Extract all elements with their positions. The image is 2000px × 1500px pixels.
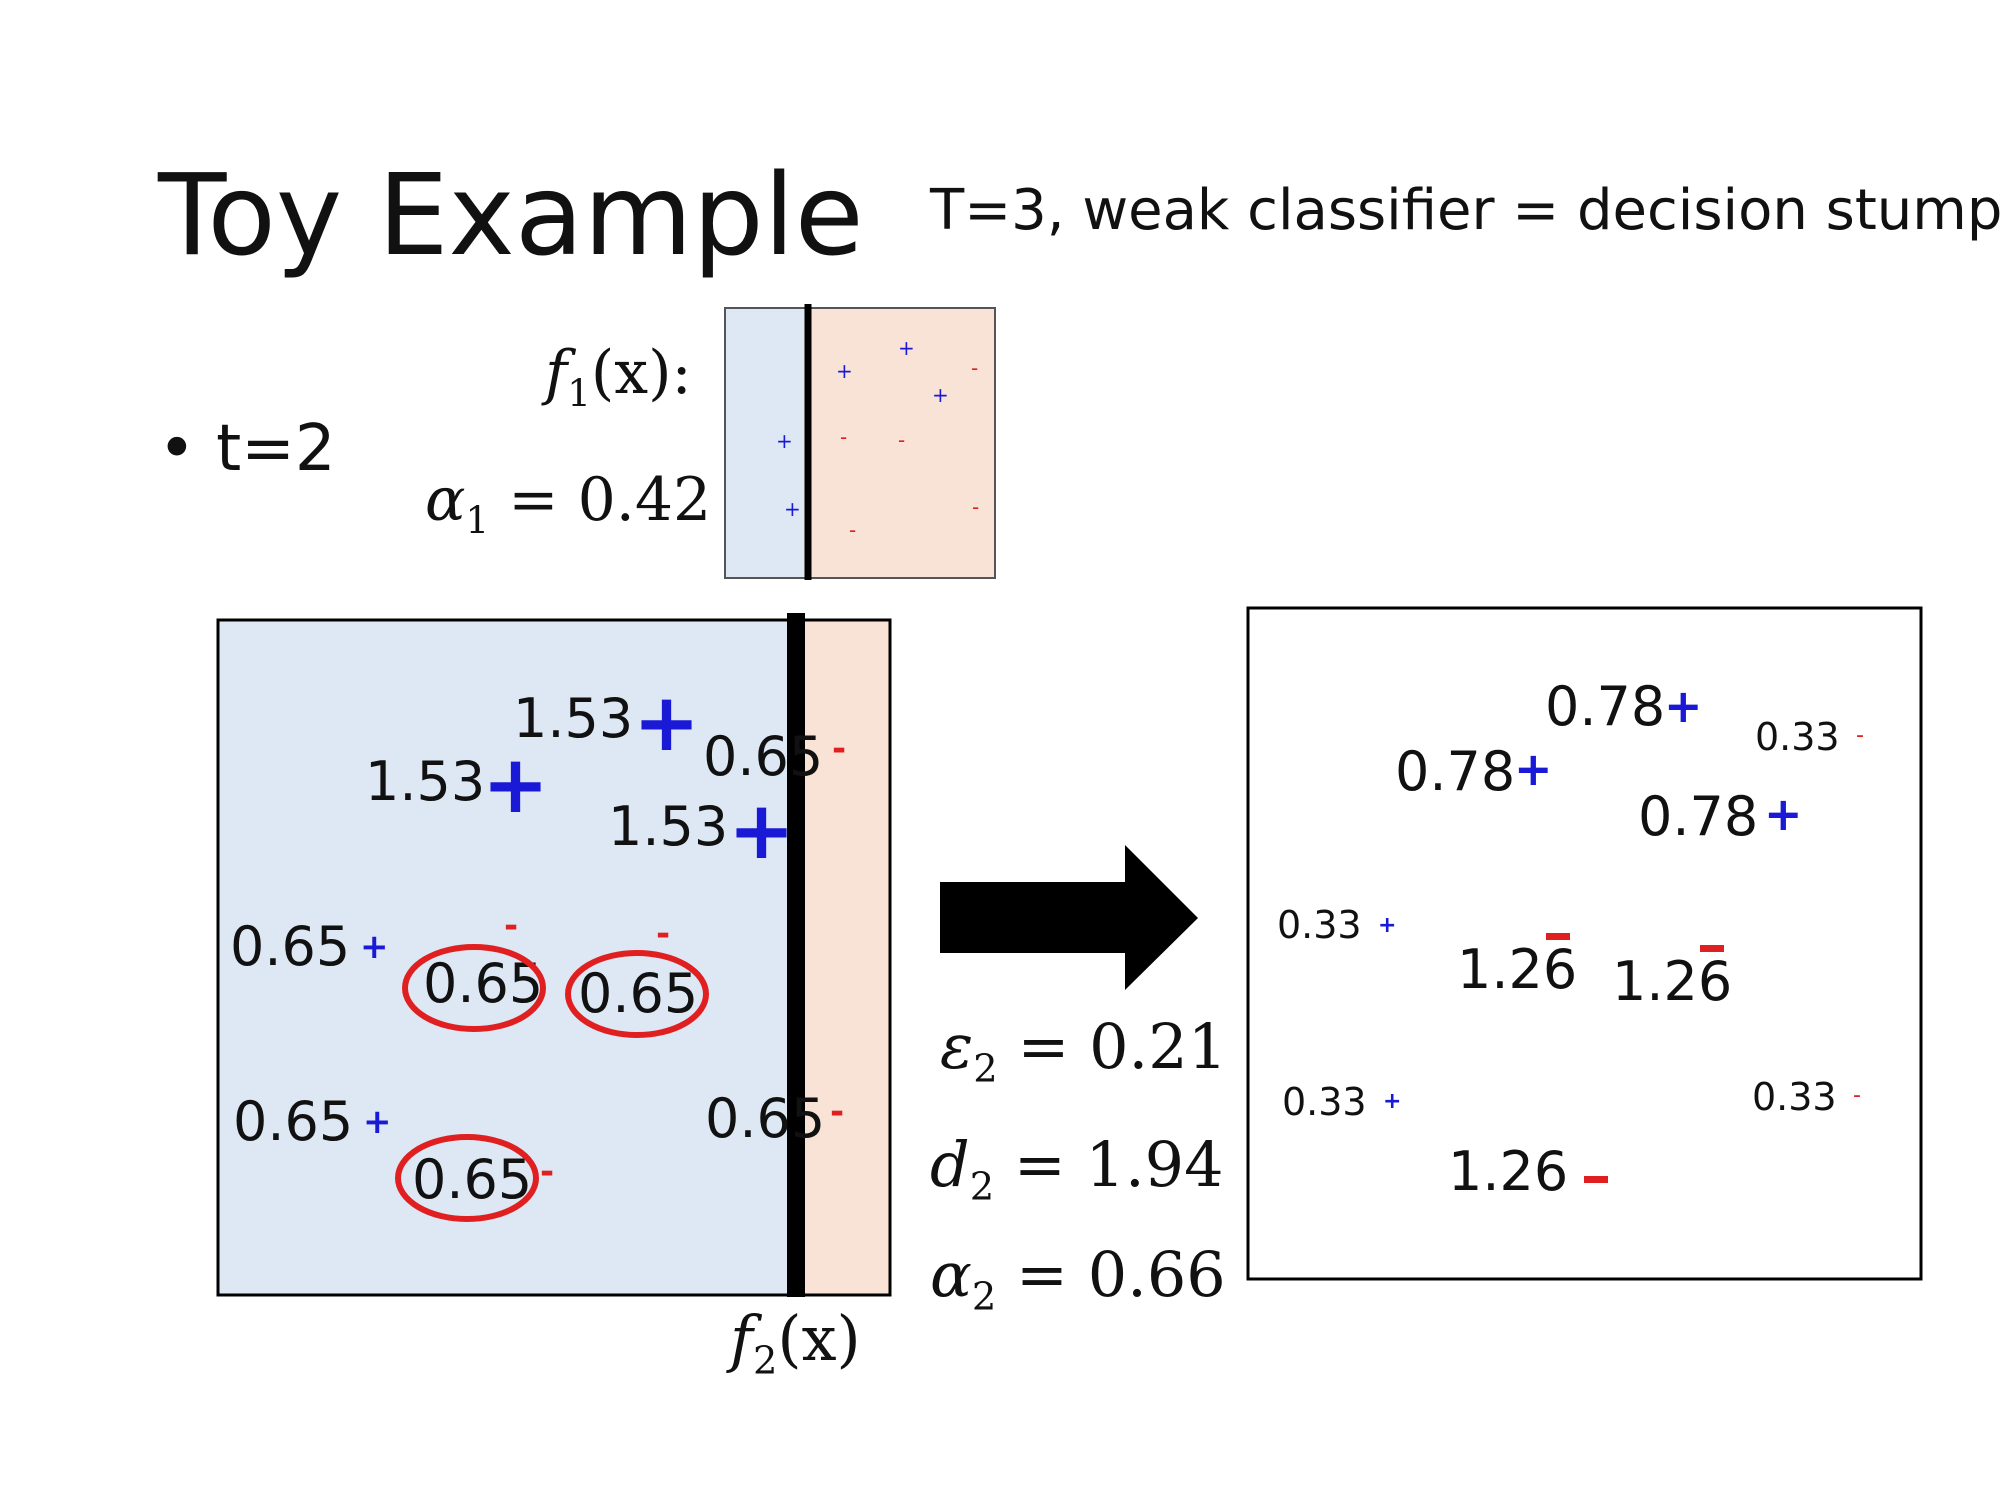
positive-sign: + (1764, 787, 1803, 841)
f1-mini-sign: + (776, 429, 793, 453)
right-weight-label: 0.78 (1545, 675, 1665, 738)
misclassified-circle (565, 950, 709, 1038)
f1-mini-sign: + (836, 359, 853, 383)
f1-name: f (545, 338, 568, 408)
right-weight-label: 0.78 (1395, 740, 1515, 803)
alpha1-label: α1 = 0.42 (425, 465, 711, 542)
f2-stump-panel: 1.53 1.53 1.53 0.65 0.65 0.65 0.65 0.65 … (216, 613, 892, 1297)
alpha2-label: α2 = 0.66 (930, 1238, 1226, 1319)
slide-title: Toy Example (158, 151, 864, 281)
right-weight-label: 0.33 (1755, 715, 1840, 759)
negative-sign-bar (1700, 945, 1724, 952)
positive-sign: + (728, 784, 795, 877)
negative-sign: - (656, 914, 670, 954)
f1-mini-sign: - (898, 428, 905, 452)
alpha1-sub: 1 (465, 498, 490, 542)
bullet-t: • t=2 (158, 412, 336, 486)
right-weight-label: 1.26 (1448, 1140, 1568, 1203)
negative-sign: - (540, 1152, 554, 1192)
slide-subtitle: T=3, weak classifier = decision stump (930, 178, 2000, 243)
negative-sign: - (1856, 723, 1864, 748)
left-weight-label: 0.65 (412, 1148, 532, 1211)
f2-sub: 2 (752, 1338, 778, 1384)
f1-mini-sign: - (840, 425, 847, 449)
left-weight-label: 0.65 (578, 962, 698, 1025)
negative-sign: - (832, 729, 846, 769)
right-weight-label: 0.33 (1752, 1075, 1837, 1119)
negative-sign-bar (1584, 1176, 1608, 1183)
left-weight-label: 1.53 (608, 795, 728, 858)
f1-right-region (808, 308, 995, 578)
d2-name: d (930, 1128, 970, 1201)
f1-mini-sign: - (849, 518, 856, 542)
f1-label: f1(x): (545, 338, 692, 415)
right-weight-label: 0.33 (1282, 1080, 1367, 1124)
positive-sign: + (360, 927, 389, 967)
right-weight-label: 0.33 (1277, 903, 1362, 947)
f1-mini-sign: - (971, 356, 978, 380)
left-weight-label: 0.65 (705, 1087, 825, 1150)
f2-name: f (730, 1302, 753, 1375)
alpha2-sub: 2 (971, 1274, 997, 1320)
misclassified-circle (402, 944, 546, 1032)
negative-sign: - (504, 906, 518, 946)
negative-sign: - (1853, 1083, 1861, 1108)
f1-mini-sign: - (972, 495, 979, 519)
left-weight-label: 0.65 (230, 915, 350, 978)
f2-label: f2(x) (730, 1302, 861, 1383)
f2-right-region (796, 620, 890, 1295)
alpha2-name: α (930, 1238, 972, 1311)
negative-sign: - (830, 1092, 844, 1132)
positive-sign: + (1378, 913, 1396, 938)
right-weight-label: 1.26 (1612, 950, 1732, 1013)
positive-sign: + (1664, 679, 1703, 733)
f1-sub: 1 (567, 371, 591, 415)
negative-sign-bar (1546, 933, 1570, 940)
positive-sign: + (633, 676, 700, 769)
epsilon2-sub: 2 (973, 1046, 998, 1092)
f1-mini-sign: + (898, 336, 915, 360)
right-arrow (940, 845, 1198, 990)
right-weight-label: 1.26 (1457, 938, 1577, 1001)
positive-sign: + (482, 738, 549, 831)
f1-panel-border (724, 307, 996, 579)
reweighted-panel-border (1246, 606, 1923, 1281)
alpha1-name: α (425, 465, 466, 535)
d2-sub: 2 (969, 1164, 995, 1210)
f1-mini-sign: + (932, 383, 949, 407)
reweighted-panel: 0.78 0.78 0.78 0.33 0.33 0.33 0.33 1.26 … (1246, 606, 1923, 1281)
positive-sign: + (363, 1102, 392, 1142)
f1-arg: (x): (590, 338, 692, 408)
f2-left-region (218, 620, 796, 1295)
alpha2-rhs: = 0.66 (1016, 1238, 1226, 1311)
f1-left-region (725, 308, 808, 578)
epsilon2-rhs: = 0.21 (1017, 1010, 1228, 1083)
f2-panel-border (216, 618, 892, 1297)
epsilon2-label: ε2 = 0.21 (940, 1010, 1227, 1091)
right-weight-label: 0.78 (1638, 785, 1758, 848)
bullet-text: t=2 (216, 412, 336, 486)
f1-mini-sign: + (784, 497, 801, 521)
d2-label: d2 = 1.94 (930, 1128, 1224, 1209)
positive-sign: + (1514, 742, 1553, 796)
f1-stump-panel: + + + + + - - - - - (724, 304, 996, 580)
left-weight-label: 0.65 (703, 725, 823, 788)
alpha1-rhs: = 0.42 (508, 465, 712, 535)
d2-rhs: = 1.94 (1013, 1128, 1224, 1201)
left-weight-label: 1.53 (513, 687, 633, 750)
misclassified-circle (395, 1134, 539, 1222)
positive-sign: + (1383, 1089, 1401, 1114)
epsilon2-name: ε (940, 1010, 974, 1083)
f2-arg: (x) (777, 1302, 861, 1375)
left-weight-label: 0.65 (233, 1090, 353, 1153)
left-weight-label: 1.53 (365, 750, 485, 813)
